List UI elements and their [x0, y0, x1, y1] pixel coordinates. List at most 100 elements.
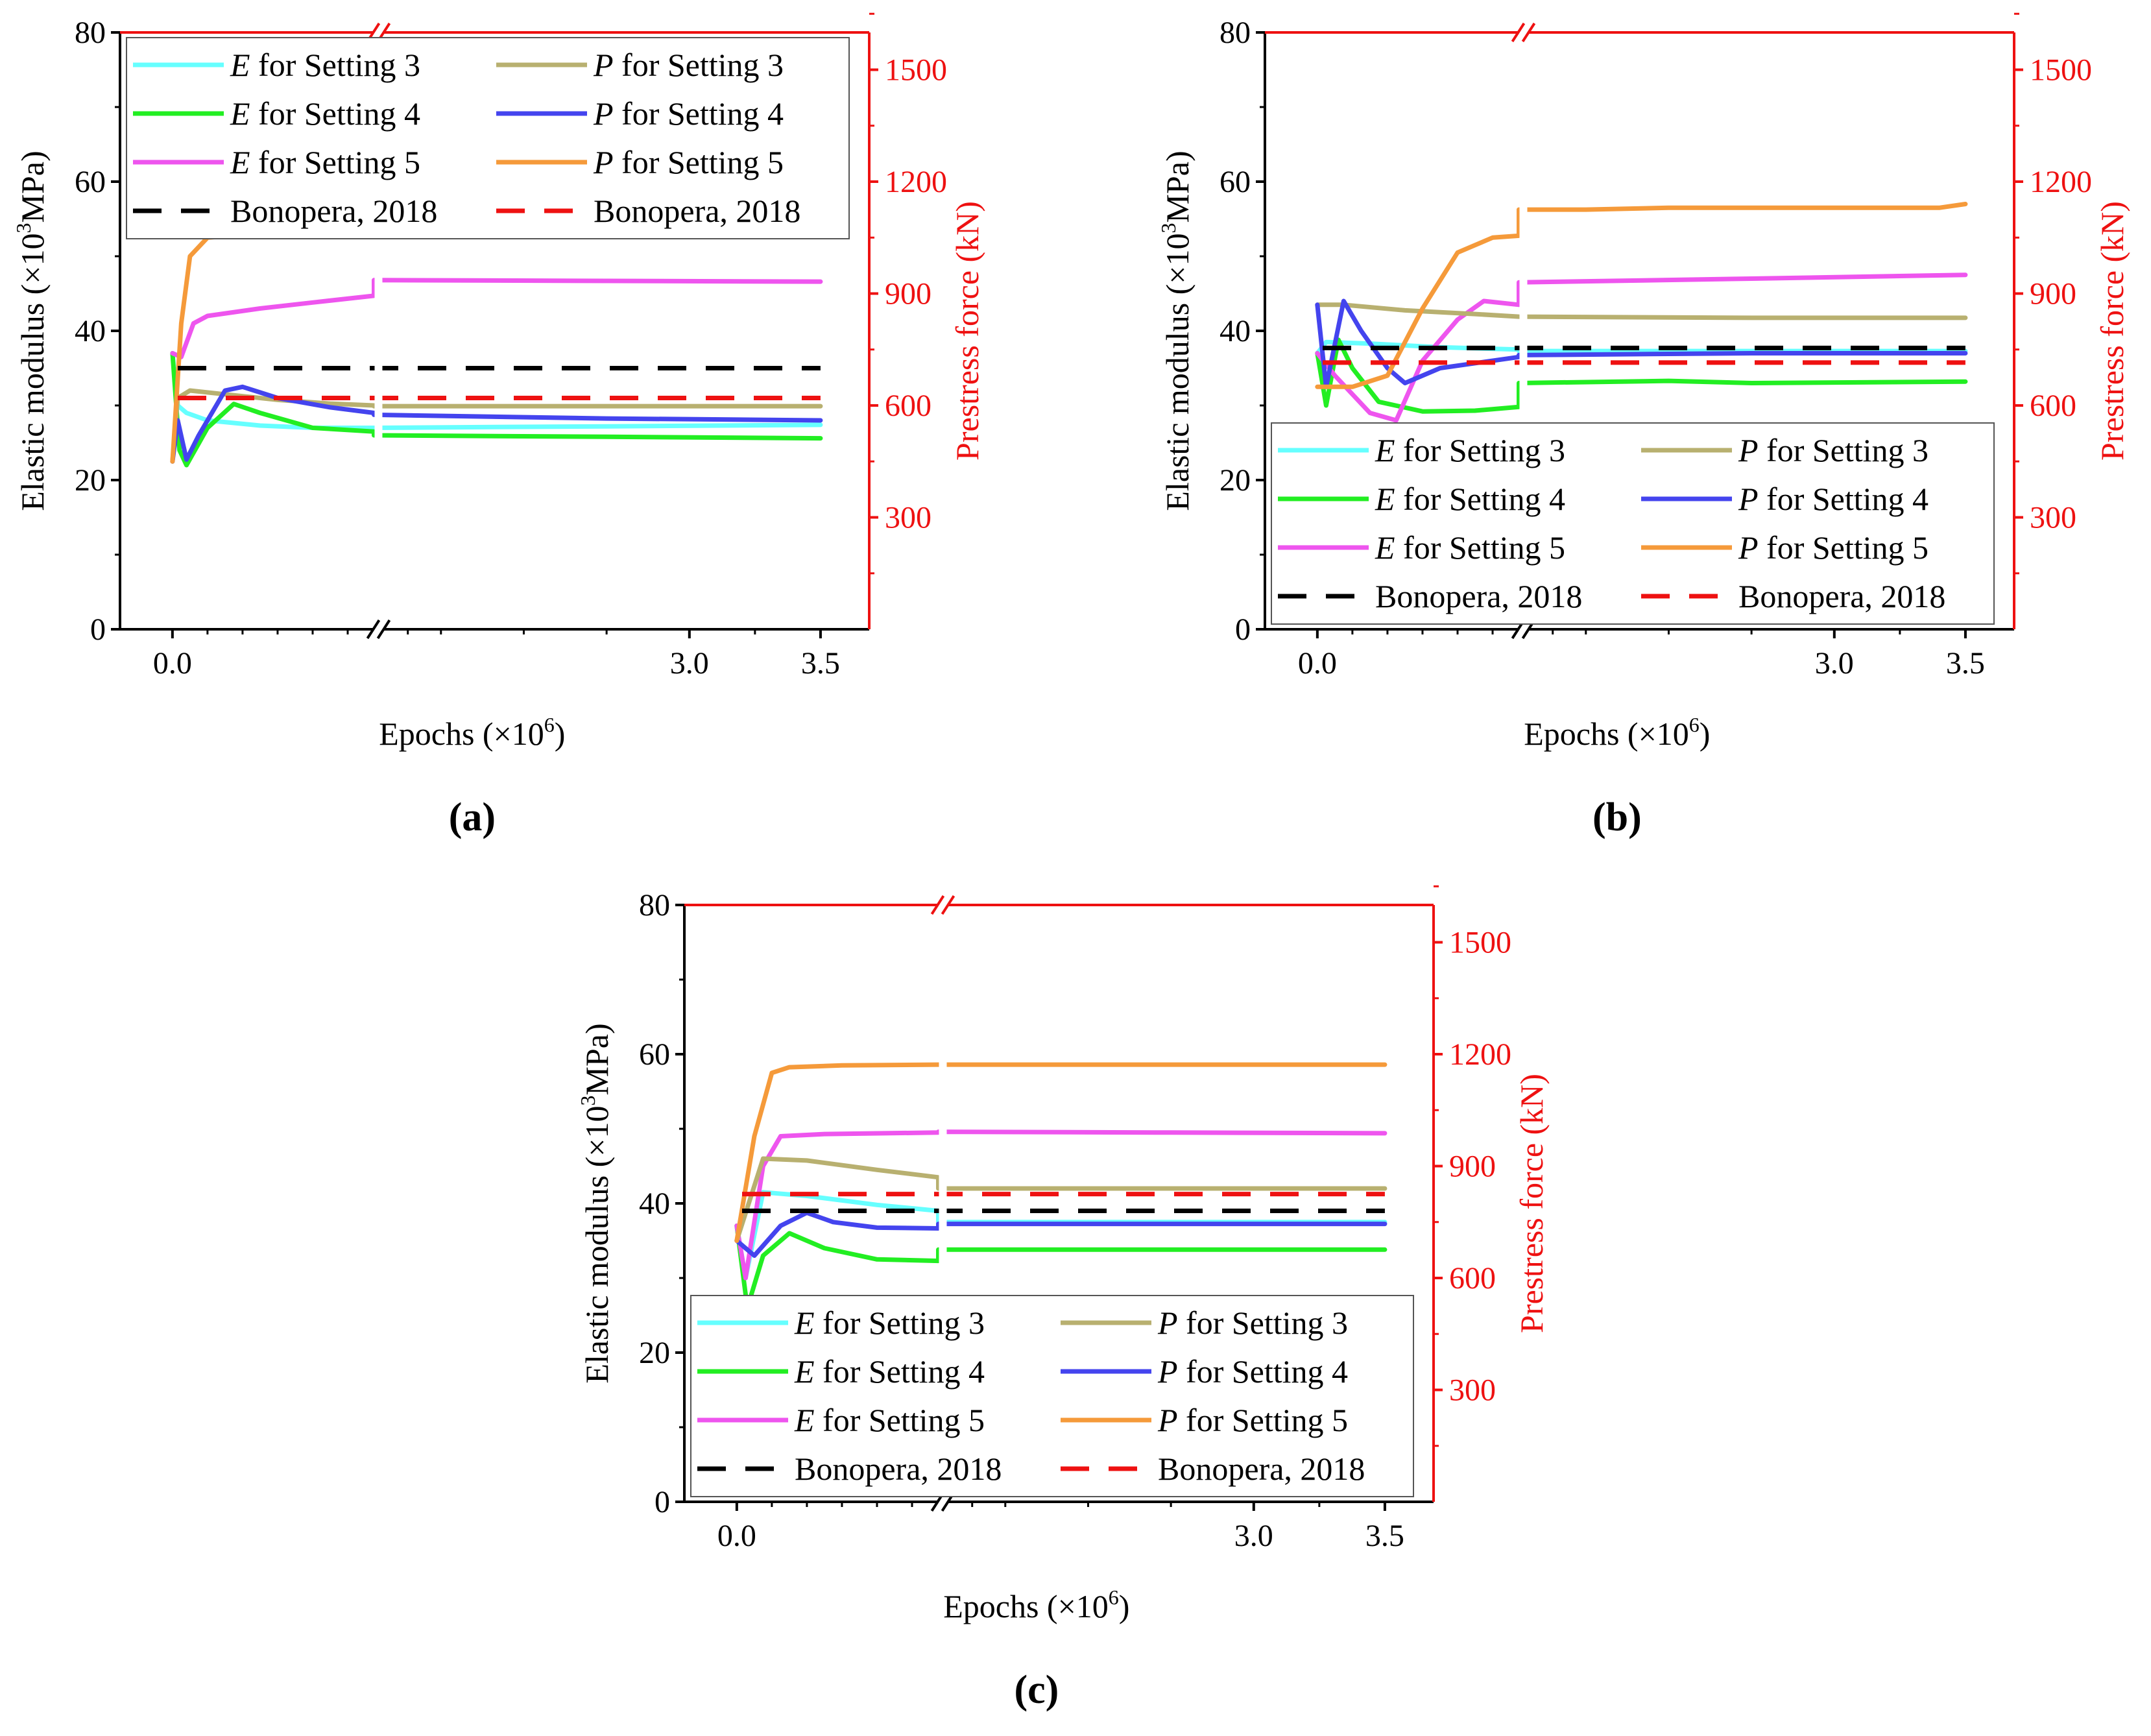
series-line-p-for-setting-3: [734, 1156, 1388, 1243]
legend: E for Setting 3 P for Setting 3 E for Sett…: [126, 37, 850, 239]
left-axis-title: Elastic modulus (×103MPa): [1157, 151, 1196, 511]
right-tick-label: 1500: [1449, 926, 1511, 960]
series-line-p-for-setting-4: [1315, 298, 1968, 389]
bottom-tick-label: 3.5: [1946, 646, 1985, 681]
legend-box: [1271, 422, 1995, 625]
right-tick-label: 600: [1449, 1261, 1496, 1296]
series-line-e-for-setting-4: [734, 1224, 1388, 1310]
legend-label: E for Setting 5: [230, 144, 420, 180]
right-tick-label: 1200: [885, 165, 947, 199]
top-axis-break-mark: [1521, 22, 1536, 43]
right-tick-label: 1500: [885, 53, 947, 88]
series-line-p-for-setting-5: [734, 1062, 1388, 1243]
series-line-e-for-setting-4: [1315, 337, 1968, 414]
left-tick-label: 40: [1220, 314, 1251, 348]
left-tick-label: 60: [1220, 165, 1251, 199]
bottom-tick-label: 3.0: [1234, 1519, 1273, 1553]
left-tick-label: 20: [639, 1336, 670, 1370]
x-axis-title: Epochs (×106): [1524, 713, 1710, 752]
left-tick-label: 60: [639, 1037, 670, 1072]
series-line-p-for-setting-4: [170, 384, 823, 464]
left-tick-label: 0: [1235, 612, 1251, 647]
series-line-e-for-setting-3: [734, 1190, 1388, 1281]
bottom-axis-break-mark: [366, 619, 381, 640]
bottom-tick-label: 3.5: [801, 646, 840, 681]
legend-label: Bonopera, 2018: [1738, 578, 1945, 614]
panel-a: 0 20 40 60 80 300 600 900 1200 1500 0.0 3.0 3.5 Epoch…: [12, 12, 985, 839]
legend-label: P for Setting 4: [593, 95, 784, 132]
series-line-e-for-setting-5: [170, 278, 823, 359]
legend-label: P for Setting 4: [1157, 1353, 1348, 1390]
series-line-e-for-setting-4: [170, 351, 823, 468]
panel-c: 0 20 40 60 80 300 600 900 1200 1500 0.0 3.0 3.5 Epoch…: [576, 885, 1550, 1712]
bottom-axis-break-mark: [376, 619, 391, 640]
right-tick-label: 600: [885, 389, 931, 423]
bottom-tick-label: 0.0: [153, 646, 192, 681]
legend-label: Bonopera, 2018: [795, 1451, 1002, 1487]
bottom-tick-label: 3.0: [1815, 646, 1854, 681]
right-tick-label: 300: [2030, 501, 2076, 535]
panel-label: (b): [1592, 795, 1642, 839]
legend-box: [690, 1295, 1414, 1497]
series-line-e-for-setting-3: [170, 351, 823, 430]
legend-label: E for Setting 3: [794, 1305, 985, 1341]
legend-label: P for Setting 3: [593, 47, 784, 83]
legend-label: E for Setting 5: [1375, 529, 1565, 566]
right-tick-label: 900: [885, 277, 931, 311]
left-tick-label: 0: [655, 1485, 670, 1519]
series-line-p-for-setting-3: [1315, 302, 1968, 320]
x-axis-title: Epochs (×106): [379, 713, 565, 752]
right-tick-label: 1200: [2030, 165, 2092, 199]
bottom-tick-label: 0.0: [717, 1519, 756, 1553]
right-tick-label: 1200: [1449, 1037, 1511, 1072]
left-tick-label: 80: [639, 888, 670, 922]
left-axis-title: Elastic modulus (×103MPa): [576, 1023, 615, 1383]
left-tick-label: 20: [1220, 463, 1251, 498]
panel-label: (c): [1014, 1668, 1059, 1712]
legend-label: E for Setting 4: [230, 95, 420, 132]
left-tick-label: 80: [1220, 16, 1251, 50]
right-tick-label: 1500: [2030, 53, 2092, 88]
series-line-p-for-setting-5: [1315, 202, 1968, 389]
legend-label: E for Setting 4: [794, 1353, 985, 1390]
panel-b: 0 20 40 60 80 300 600 900 1200 1500 0.0 3.0 3.5 Epoch…: [1157, 12, 2130, 839]
legend-label: P for Setting 3: [1738, 432, 1929, 468]
series-line-e-for-setting-5: [1315, 272, 1968, 423]
bottom-tick-label: 3.0: [670, 646, 709, 681]
right-tick-label: 300: [885, 501, 931, 535]
left-tick-label: 40: [639, 1187, 670, 1221]
panel-label: (a): [449, 795, 496, 839]
left-axis-title: Elastic modulus (×103MPa): [12, 151, 51, 511]
right-axis-title: Prestress force (kN): [949, 201, 985, 461]
legend-label: P for Setting 5: [1157, 1402, 1348, 1438]
x-axis-title: Epochs (×106): [943, 1585, 1129, 1624]
right-tick-label: 900: [2030, 277, 2076, 311]
right-tick-label: 600: [2030, 389, 2076, 423]
series-group: [170, 217, 823, 468]
legend-label: E for Setting 5: [794, 1402, 985, 1438]
legend: E for Setting 3 P for Setting 3 E for Sett…: [690, 1295, 1414, 1497]
legend-label: P for Setting 5: [1738, 529, 1929, 566]
top-axis-break-mark: [941, 895, 955, 915]
right-tick-label: 300: [1449, 1373, 1496, 1408]
top-axis-break-mark: [930, 895, 945, 915]
legend-label: E for Setting 3: [230, 47, 420, 83]
bottom-tick-label: 0.0: [1298, 646, 1337, 681]
legend-label: Bonopera, 2018: [230, 193, 437, 229]
legend-box: [126, 37, 850, 239]
right-axis-title: Prestress force (kN): [2094, 201, 2130, 461]
left-tick-label: 20: [75, 463, 106, 498]
legend-label: P for Setting 4: [1738, 481, 1929, 517]
legend-label: P for Setting 5: [593, 144, 784, 180]
top-axis-break-mark: [1511, 22, 1526, 43]
left-tick-label: 0: [90, 612, 106, 647]
legend: E for Setting 3 P for Setting 3 E for Sett…: [1271, 422, 1995, 625]
right-axis-title: Prestress force (kN): [1513, 1074, 1550, 1333]
series-line-e-for-setting-5: [734, 1129, 1388, 1281]
left-tick-label: 40: [75, 314, 106, 348]
legend-label: P for Setting 3: [1157, 1305, 1348, 1341]
left-tick-label: 80: [75, 16, 106, 50]
legend-label: E for Setting 4: [1375, 481, 1565, 517]
bottom-tick-label: 3.5: [1365, 1519, 1404, 1553]
